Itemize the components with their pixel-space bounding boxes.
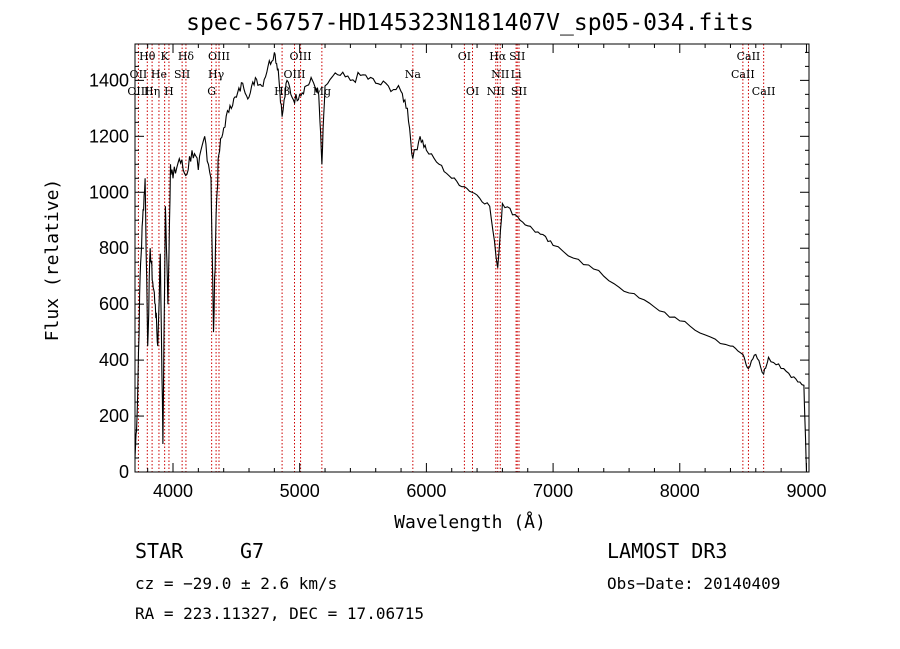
line-label: OI bbox=[466, 85, 479, 98]
line-label: SII bbox=[509, 50, 525, 63]
y-tick-label: 600 bbox=[99, 294, 129, 314]
x-tick-label: 8000 bbox=[660, 481, 700, 501]
line-label: Hδ bbox=[178, 50, 195, 63]
y-tick-label: 1000 bbox=[89, 182, 129, 202]
y-tick-label: 1200 bbox=[89, 126, 129, 146]
line-label: OI bbox=[458, 50, 471, 63]
line-label: Hα bbox=[489, 50, 507, 63]
ra-dec: RA = 223.11327, DEC = 17.06715 bbox=[135, 604, 424, 623]
line-label: NII bbox=[491, 68, 509, 81]
x-tick-label: 9000 bbox=[786, 481, 826, 501]
line-label: CaII bbox=[737, 50, 761, 63]
object-class: STAR bbox=[135, 539, 184, 563]
redshift-cz: cz = −29.0 ± 2.6 km/s bbox=[135, 574, 337, 593]
y-tick-label: 800 bbox=[99, 238, 129, 258]
line-label: Li bbox=[511, 68, 522, 81]
line-label: Hγ bbox=[208, 68, 225, 81]
y-tick-label: 400 bbox=[99, 350, 129, 370]
line-label: SII bbox=[511, 85, 527, 98]
spectrum-line bbox=[135, 52, 807, 472]
object-subclass: G7 bbox=[240, 539, 264, 563]
line-label: SII bbox=[174, 68, 190, 81]
line-markers bbox=[138, 44, 763, 472]
y-axis-label: Flux (relative) bbox=[42, 179, 63, 342]
line-label: CaII bbox=[752, 85, 776, 98]
obs-date: Obs−Date: 20140409 bbox=[607, 574, 780, 593]
line-label: OIII bbox=[290, 50, 312, 63]
chart-title: spec-56757-HD145323N181407V_sp05-034.fit… bbox=[186, 10, 754, 36]
line-label: Hη bbox=[144, 85, 160, 98]
x-tick-label: 4000 bbox=[153, 481, 193, 501]
line-label: H bbox=[164, 85, 174, 98]
survey-name: LAMOST DR3 bbox=[607, 539, 727, 563]
line-label: G bbox=[207, 85, 216, 98]
line-label: NII bbox=[487, 85, 505, 98]
line-label: Hβ bbox=[274, 85, 290, 98]
spectrum-series bbox=[135, 52, 807, 472]
axis-ticks: 4000 5000 6000 7000 8000 9000 0 200 400 600 800 100… bbox=[89, 44, 827, 501]
line-label: OIII bbox=[208, 50, 230, 63]
line-label: Na bbox=[405, 68, 422, 81]
plot-frame bbox=[135, 44, 809, 472]
y-tick-label: 200 bbox=[99, 406, 129, 426]
line-label: OIII bbox=[283, 68, 305, 81]
line-label: Hθ bbox=[139, 50, 156, 63]
line-label: Mg bbox=[313, 85, 331, 98]
x-axis-label: Wavelength (Å) bbox=[394, 511, 546, 533]
y-tick-label: 1400 bbox=[89, 70, 129, 90]
y-tick-label: 0 bbox=[119, 462, 129, 482]
x-tick-label: 6000 bbox=[406, 481, 446, 501]
line-label: K bbox=[161, 50, 170, 63]
x-tick-label: 7000 bbox=[533, 481, 573, 501]
line-label: OII bbox=[130, 68, 148, 81]
x-tick-label: 5000 bbox=[280, 481, 320, 501]
line-label: He bbox=[151, 68, 167, 81]
line-label: CaII bbox=[731, 68, 755, 81]
